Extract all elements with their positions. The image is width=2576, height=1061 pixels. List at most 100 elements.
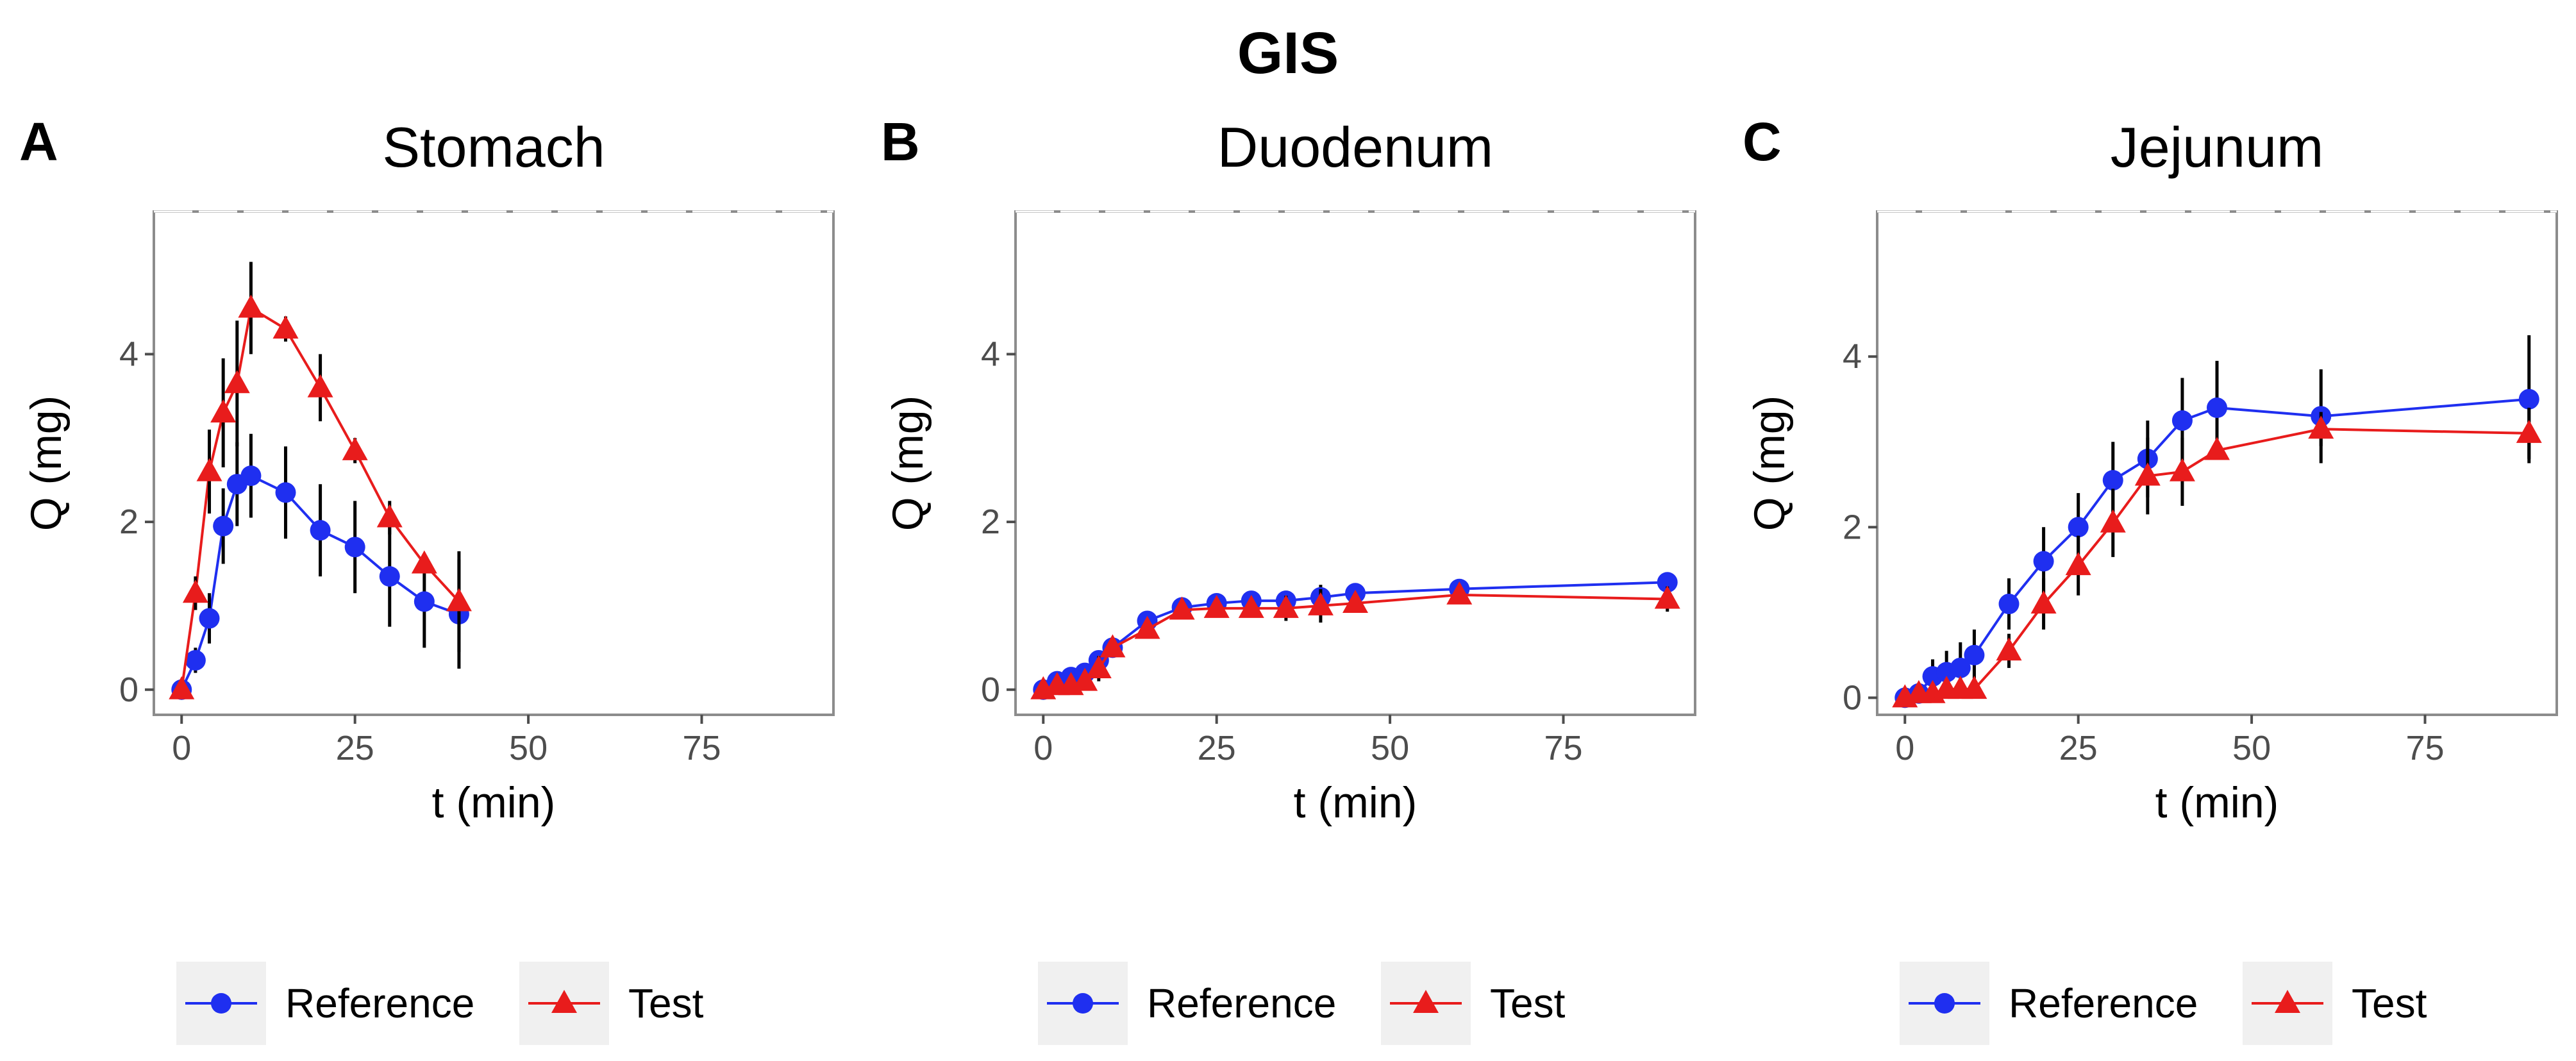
legend-marker-circle [1073, 993, 1093, 1014]
legend-label: Reference [2009, 980, 2198, 1026]
series-test [1892, 408, 2542, 708]
legend-marker-circle [211, 993, 231, 1014]
data-point [310, 520, 331, 541]
x-axis-title: t (min) [2155, 778, 2279, 827]
data-point [169, 676, 195, 699]
legend-item-reference: Reference [176, 962, 474, 1045]
data-point [1998, 594, 2020, 615]
data-point [411, 550, 437, 574]
legend-label: Reference [285, 980, 474, 1026]
x-tick-label: 25 [1198, 729, 1236, 767]
x-tick-label: 25 [2059, 729, 2098, 767]
data-point [238, 294, 264, 318]
data-point [2030, 590, 2057, 614]
panel-title: Jejunum [2111, 115, 2324, 179]
data-point [1964, 644, 1985, 665]
panel-a: A Stomach 0 2 4 0 25 50 75 t (min) Q (mg) Reference… [0, 112, 853, 1045]
legend-item-reference: Reference [1038, 962, 1336, 1045]
data-point [240, 465, 262, 487]
data-point [307, 374, 333, 397]
x-tick-label: 75 [682, 729, 721, 767]
y-tick-label: 0 [981, 671, 1000, 709]
legend-item-test: Test [519, 962, 704, 1045]
data-point [213, 515, 234, 537]
data-point [376, 504, 403, 528]
legend-label: Test [2352, 980, 2427, 1026]
data-point [1342, 589, 1368, 613]
x-tick-label: 75 [2405, 729, 2444, 767]
data-point [342, 437, 368, 460]
y-tick-label: 2 [981, 503, 1000, 541]
y-tick-label: 4 [981, 335, 1000, 373]
panel-label: C [1743, 112, 1782, 172]
legend-label: Reference [1147, 980, 1336, 1026]
data-point [275, 482, 296, 503]
data-point [272, 315, 299, 339]
legend-marker-circle [1934, 993, 1955, 1014]
data-point [224, 370, 250, 394]
data-point [414, 591, 435, 612]
x-tick-label: 0 [1033, 729, 1053, 767]
data-point [446, 588, 472, 612]
x-tick-label: 25 [336, 729, 374, 767]
data-point [344, 537, 365, 558]
data-point [2068, 517, 2089, 538]
data-point [199, 608, 220, 629]
data-point [2207, 397, 2227, 419]
data-point [1085, 655, 1112, 679]
data-point [2065, 552, 2091, 576]
data-point [1996, 637, 2022, 661]
y-tick-label: 0 [1843, 678, 1862, 717]
legend-label: Test [1490, 980, 1566, 1026]
data-point [1654, 585, 1680, 609]
y-tick-label: 2 [1843, 508, 1862, 546]
data-point [1134, 615, 1160, 639]
data-point [1273, 594, 1299, 618]
plot-frame [1876, 210, 2558, 716]
data-point [1446, 581, 1473, 605]
data-point [2308, 415, 2334, 439]
y-axis-title: Q (mg) [883, 396, 932, 531]
data-point [196, 458, 222, 481]
panel-label: B [881, 112, 920, 172]
x-axis-title: t (min) [432, 778, 556, 827]
legend-marker-triangle [2275, 990, 2300, 1013]
data-point [2169, 458, 2195, 481]
data-point [182, 580, 208, 603]
series-reference [1894, 335, 2539, 708]
panel-title: Duodenum [1217, 115, 1494, 179]
x-tick-label: 75 [1544, 729, 1582, 767]
legend-marker-triangle [551, 990, 577, 1013]
data-point [2102, 470, 2123, 491]
panel-label: A [19, 112, 58, 172]
x-tick-label: 0 [172, 729, 191, 767]
data-point [1072, 667, 1098, 691]
x-axis-title: t (min) [1294, 778, 1418, 827]
legend-item-reference: Reference [1900, 962, 2198, 1045]
data-point [1657, 572, 1678, 593]
legend-label: Test [628, 980, 704, 1026]
y-tick-label: 2 [119, 503, 138, 541]
data-point [2516, 419, 2542, 443]
panel-b: B Duodenum 0 2 4 0 25 50 75 t (min) Q (mg) Referenc… [862, 112, 1714, 1045]
legend-item-test: Test [1381, 962, 1566, 1045]
panel-title: Stomach [382, 115, 605, 179]
data-point [1950, 657, 1971, 678]
figure-title: GIS [1237, 21, 1339, 86]
panel-c: C Jejunum 0 2 4 0 25 50 75 t (min) Q (mg) Reference… [1723, 112, 2576, 1045]
series-test [1030, 581, 1680, 699]
data-point [2171, 410, 2193, 431]
series-test [169, 262, 472, 699]
data-point [2100, 509, 2126, 533]
y-tick-label: 4 [1843, 337, 1862, 376]
legend-item-test: Test [2243, 962, 2427, 1045]
data-point [2134, 462, 2161, 486]
data-point [2033, 551, 2054, 572]
data-point [1238, 594, 1264, 618]
legend-marker-triangle [1413, 990, 1439, 1013]
y-axis-title: Q (mg) [22, 396, 71, 531]
x-tick-label: 50 [1371, 729, 1409, 767]
data-point [1100, 634, 1126, 658]
data-point [379, 566, 400, 587]
plot-frame [153, 210, 835, 716]
